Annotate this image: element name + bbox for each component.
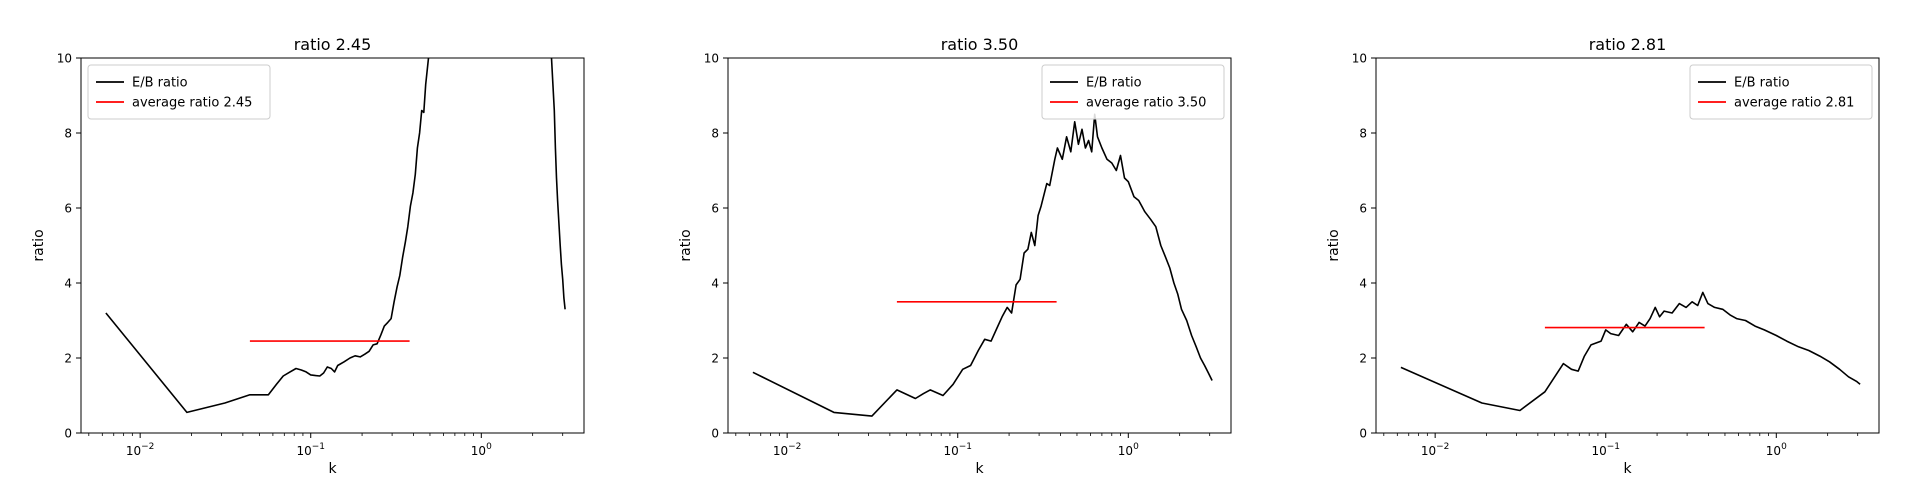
y-tick-label: 2 (1359, 352, 1367, 366)
x-tick-label: 10−1 (1591, 442, 1620, 458)
x-tick-exponent: 0 (486, 442, 492, 452)
chart-title: ratio 2.81 (1589, 35, 1667, 54)
y-tick-label: 4 (1359, 277, 1367, 291)
legend-box (87, 64, 271, 120)
x-tick-exponent: 0 (1781, 442, 1787, 452)
x-tick-base: 10 (943, 444, 958, 458)
x-tick-label: 100 (471, 442, 492, 458)
y-tick-label: 4 (64, 277, 72, 291)
x-tick-exponent: 0 (1133, 442, 1139, 452)
x-tick-exponent: −1 (1607, 442, 1620, 452)
y-tick-label: 6 (1359, 202, 1367, 216)
x-tick-base: 10 (1118, 444, 1133, 458)
legend: E/B ratio average ratio 2.45 (87, 64, 271, 120)
legend-label: E/B ratio (1086, 76, 1142, 91)
x-tick-label: 100 (1766, 442, 1787, 458)
x-axis-label: k (975, 461, 984, 477)
legend-label: average ratio 3.50 (1086, 96, 1206, 111)
legend-box (1041, 64, 1225, 120)
x-axis-label: k (328, 461, 337, 477)
plot-frame (80, 57, 585, 434)
legend-label: average ratio 2.81 (1734, 96, 1854, 111)
plot-frame (727, 57, 1232, 434)
y-axis-label: ratio (31, 229, 47, 261)
y-tick-label: 8 (711, 127, 719, 141)
x-tick-base: 10 (773, 444, 788, 458)
x-tick-label: 100 (1118, 442, 1139, 458)
x-tick-exponent: −2 (788, 442, 801, 452)
y-tick-label: 8 (1359, 127, 1367, 141)
y-tick-label: 0 (711, 427, 719, 441)
eb-ratio-line (752, 113, 1213, 417)
eb-ratio-line (1400, 291, 1861, 412)
x-tick-exponent: −2 (141, 442, 154, 452)
eb-ratio-line (550, 58, 566, 310)
x-tick-label: 10−2 (1421, 442, 1450, 458)
y-tick-label: 0 (1359, 427, 1367, 441)
y-tick-label: 2 (64, 352, 72, 366)
x-tick-label: 10−2 (773, 442, 802, 458)
y-tick-label: 10 (1352, 52, 1367, 66)
y-tick-label: 6 (711, 202, 719, 216)
legend-label: E/B ratio (132, 76, 188, 91)
x-tick-base: 10 (1766, 444, 1781, 458)
x-tick-exponent: −2 (1436, 442, 1449, 452)
eb-ratio-line (105, 58, 430, 414)
legend-box (1689, 64, 1873, 120)
y-axis-label: ratio (1326, 229, 1342, 261)
y-tick-label: 10 (57, 52, 72, 66)
y-tick-label: 0 (64, 427, 72, 441)
x-tick-label: 10−1 (296, 442, 325, 458)
x-tick-label: 10−1 (943, 442, 972, 458)
x-tick-base: 10 (126, 444, 141, 458)
y-tick-label: 6 (64, 202, 72, 216)
x-tick-base: 10 (1591, 444, 1606, 458)
chart-title: ratio 3.50 (941, 35, 1019, 54)
x-tick-label: 10−2 (126, 442, 155, 458)
y-axis-label: ratio (678, 229, 694, 261)
y-tick-label: 2 (711, 352, 719, 366)
legend-label: E/B ratio (1734, 76, 1790, 91)
legend-label: average ratio 2.45 (132, 96, 252, 111)
legend: E/B ratio average ratio 2.81 (1689, 64, 1873, 120)
y-tick-label: 10 (704, 52, 719, 66)
plot-frame (1375, 57, 1880, 434)
y-tick-label: 8 (64, 127, 72, 141)
x-tick-base: 10 (471, 444, 486, 458)
chart-title: ratio 2.45 (294, 35, 372, 54)
y-tick-label: 4 (711, 277, 719, 291)
x-tick-exponent: −1 (959, 442, 972, 452)
x-tick-base: 10 (1421, 444, 1436, 458)
legend: E/B ratio average ratio 3.50 (1041, 64, 1225, 120)
x-axis-label: k (1623, 461, 1632, 477)
x-tick-base: 10 (296, 444, 311, 458)
x-tick-exponent: −1 (312, 442, 325, 452)
